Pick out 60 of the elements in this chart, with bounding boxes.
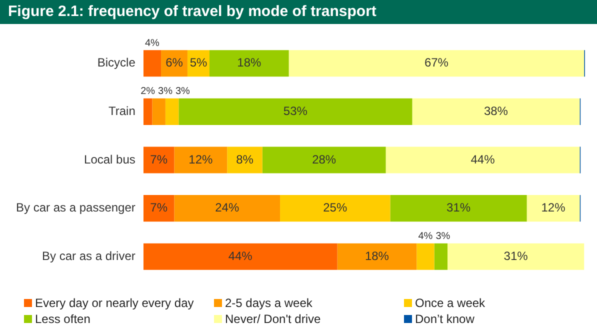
y-tick-label: Bicycle <box>97 56 136 70</box>
data-label: 44% <box>470 152 496 166</box>
bar <box>210 50 289 77</box>
bar <box>165 98 179 125</box>
bar <box>143 50 162 77</box>
bar <box>174 195 280 222</box>
bar <box>280 195 390 222</box>
legend-label: Once a week <box>415 296 486 310</box>
data-label: 12% <box>188 152 214 166</box>
bar <box>178 98 412 125</box>
data-label: 28% <box>312 152 336 166</box>
bar <box>390 195 527 222</box>
bar <box>143 98 152 125</box>
data-label: 38% <box>484 104 508 118</box>
bar <box>434 243 448 270</box>
bar <box>447 243 584 270</box>
bar <box>227 146 262 174</box>
bar <box>143 195 174 222</box>
y-tick-label: Local bus <box>84 152 136 166</box>
bar <box>337 243 417 270</box>
data-label: 8% <box>236 152 254 166</box>
data-label: 4% <box>144 38 160 49</box>
data-label: 6% <box>166 56 184 70</box>
data-label: 3% <box>158 86 173 98</box>
data-label: 44% <box>228 248 253 263</box>
data-label: 7% <box>150 200 168 215</box>
data-label: 53% <box>283 104 308 118</box>
data-label: 3% <box>436 231 450 242</box>
y-tick-label: Train <box>108 104 136 118</box>
chart-title: Figure 2.1: frequency of travel by mode of transport <box>0 0 597 24</box>
data-label: 31% <box>504 248 528 263</box>
bar <box>152 98 166 125</box>
bar <box>174 146 228 174</box>
data-label: 25% <box>323 200 348 215</box>
y-tick-label: By car as a passenger <box>16 200 136 215</box>
y-tick-label: By car as a driver <box>42 248 136 263</box>
data-label: 67% <box>424 56 449 70</box>
data-label: 18% <box>364 248 390 263</box>
legend-label: Less often <box>35 312 90 326</box>
bar <box>143 243 338 270</box>
legend-label: 2-5 days a week <box>225 296 312 310</box>
legend-label: Don’t know <box>415 312 474 326</box>
bar <box>416 243 434 270</box>
bar <box>412 98 580 125</box>
bar <box>262 146 386 174</box>
data-label: 3% <box>175 86 190 98</box>
data-label: 5% <box>190 56 208 70</box>
data-label: 18% <box>237 56 262 70</box>
data-label: 4% <box>418 231 433 242</box>
bar <box>288 50 584 77</box>
data-label: 2% <box>140 86 156 98</box>
legend-label: Never/ Don't drive <box>225 312 321 326</box>
bar <box>143 146 174 174</box>
bar <box>386 146 580 174</box>
data-label: 24% <box>215 200 240 215</box>
legend-label: Every day or nearly every day <box>35 296 194 310</box>
bar <box>526 195 580 222</box>
data-label: 7% <box>150 152 168 166</box>
data-label: 31% <box>446 200 471 215</box>
data-label: 12% <box>541 200 566 215</box>
